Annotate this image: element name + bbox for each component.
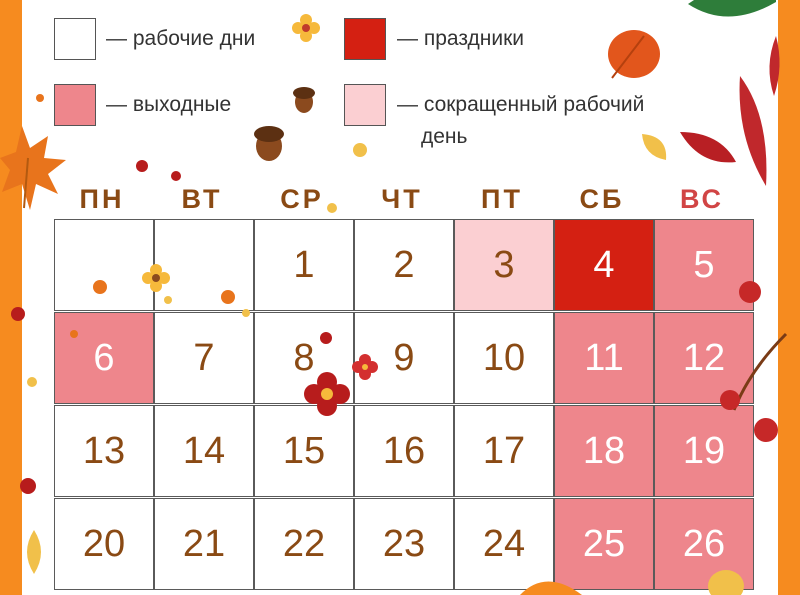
calendar-day-9: 9 <box>354 312 454 404</box>
calendar-day-21: 21 <box>154 498 254 590</box>
calendar-day-19: 19 <box>654 405 754 497</box>
left-orange-border <box>0 0 22 595</box>
calendar-day-15: 15 <box>254 405 354 497</box>
legend-label-holidays: — праздники <box>397 27 524 50</box>
bottom-yellow-leaf-decoration <box>708 570 744 595</box>
calendar-day-20: 20 <box>54 498 154 590</box>
calendar-day-12: 12 <box>654 312 754 404</box>
red-leaf-decoration <box>608 30 660 79</box>
calendar-grid: 1 2 3 4 5 6 7 8 9 10 11 12 13 14 15 16 17 18 19 20 21 22 23 24 2… <box>54 219 754 595</box>
calendar-day-25: 25 <box>554 498 654 590</box>
legend-swatch-short-day <box>344 84 386 126</box>
acorn-decoration <box>254 126 284 161</box>
red-flower-decoration <box>352 354 378 380</box>
small-leaf-decoration <box>642 134 667 160</box>
legend-label-short-day-line1: — сокращенный рабочий <box>397 93 645 116</box>
yellow-flower-decoration <box>142 264 170 292</box>
weekday-header-tue: ВТ <box>181 184 223 214</box>
calendar-day-5: 5 <box>654 219 754 311</box>
green-leaf-decoration <box>688 0 776 17</box>
raspberry-decoration <box>739 281 761 303</box>
calendar-day-11: 11 <box>554 312 654 404</box>
calendar-day-24: 24 <box>454 498 554 590</box>
acorn-decoration <box>293 87 315 113</box>
weekday-header-wed: СР <box>280 184 324 214</box>
weekday-header-mon: ПН <box>79 184 125 214</box>
red-flower-decoration <box>304 372 350 416</box>
bottom-leaf-decoration <box>520 581 582 595</box>
calendar-day-3: 3 <box>454 219 554 311</box>
yellow-flower-decoration <box>292 14 320 42</box>
weekday-header-fri: ПТ <box>481 184 523 214</box>
calendar-day-4: 4 <box>554 219 654 311</box>
right-orange-border <box>778 0 800 595</box>
crimson-leaves-decoration <box>680 36 780 186</box>
calendar-day-8: 8 <box>254 312 354 404</box>
calendar-day-17: 17 <box>454 405 554 497</box>
calendar-day-18: 18 <box>554 405 654 497</box>
calendar-day-10: 10 <box>454 312 554 404</box>
legend-swatch-weekends <box>54 84 96 126</box>
legend-swatch-workdays <box>54 18 96 60</box>
legend-swatch-holidays <box>344 18 386 60</box>
calendar-day-2: 2 <box>354 219 454 311</box>
weekday-header-sat: СБ <box>579 184 625 214</box>
legend-label-workdays: — рабочие дни <box>106 27 256 50</box>
calendar-day-1: 1 <box>254 219 354 311</box>
calendar-day-22: 22 <box>254 498 354 590</box>
left-yellow-leaf-decoration <box>27 530 41 574</box>
calendar-day-6: 6 <box>54 312 154 404</box>
legend-label-weekends: — выходные <box>106 93 232 116</box>
calendar-day-7: 7 <box>154 312 254 404</box>
weekday-header-thu: ЧТ <box>381 184 423 214</box>
calendar-day-14: 14 <box>154 405 254 497</box>
calendar-day-23: 23 <box>354 498 454 590</box>
weekday-header-sun: ВС <box>680 184 724 214</box>
maple-leaf-decoration <box>0 126 66 210</box>
calendar-day-13: 13 <box>54 405 154 497</box>
calendar-day-16: 16 <box>354 405 454 497</box>
legend-label-short-day-line2: день <box>421 125 468 148</box>
berry-branch-decoration <box>720 332 788 442</box>
